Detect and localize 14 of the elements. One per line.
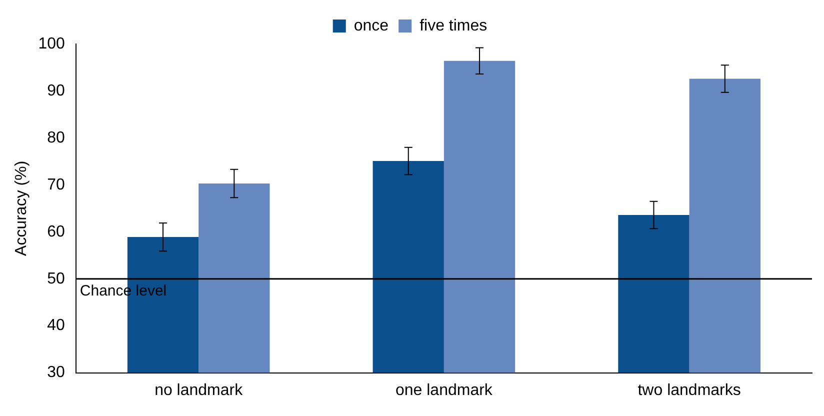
legend-label: five times	[420, 17, 488, 34]
x-tick-label: two landmarks	[638, 382, 741, 399]
y-tick-label: 40	[47, 317, 65, 334]
legend-label: once	[354, 17, 389, 34]
y-tick-label: 60	[47, 223, 65, 240]
y-tick-label: 70	[47, 176, 65, 194]
x-tick-label: one landmark	[395, 382, 494, 399]
y-tick-label: 90	[47, 82, 65, 100]
y-tick-label: 80	[47, 129, 65, 146]
x-tick-label: no landmark	[154, 382, 244, 399]
y-tick-label: 50	[47, 270, 65, 288]
y-tick-label: 100	[38, 35, 65, 52]
y-tick-label: 30	[47, 364, 65, 382]
y-axis-title: Accuracy (%)	[13, 160, 30, 256]
